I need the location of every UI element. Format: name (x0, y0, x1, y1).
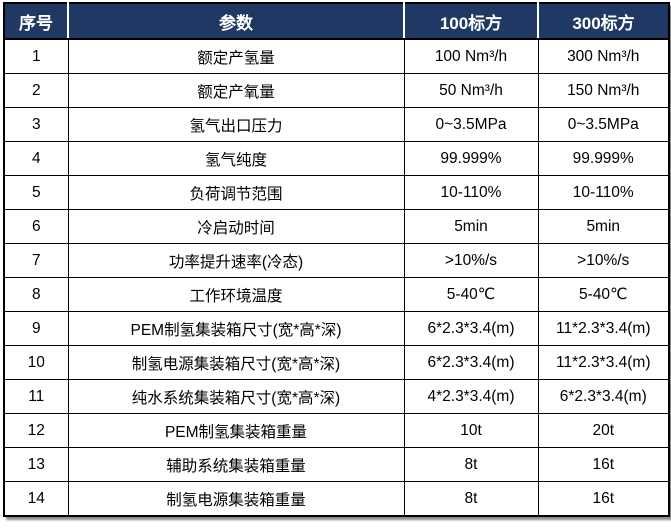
cell-value-300: 0~3.5MPa (537, 107, 670, 142)
table-row: 3 氢气出口压力 0~3.5MPa 0~3.5MPa (3, 107, 670, 142)
cell-value-300: 11*2.3*3.4(m) (537, 311, 670, 346)
cell-index: 2 (3, 73, 69, 108)
cell-value-300: 300 Nm³/h (537, 38, 670, 74)
column-header-index: 序号 (4, 3, 68, 40)
table-row: 8 工作环境温度 5-40℃ 5-40℃ (3, 277, 670, 312)
cell-index: 13 (3, 447, 69, 482)
cell-value-100: >10%/s (403, 243, 539, 278)
table-row: 4 氢气纯度 99.999% 99.999% (3, 141, 670, 176)
table-row: 12 PEM制氢集装箱重量 10t 20t (3, 413, 670, 448)
cell-param: PEM制氢集装箱重量 (67, 413, 405, 448)
cell-index: 5 (3, 175, 69, 210)
cell-value-300: 6*2.3*3.4(m) (537, 379, 670, 414)
cell-param: 功率提升速率(冷态) (67, 243, 405, 278)
spec-table: 序号 参数 100标方 300标方 1 额定产氢量 100 Nm³/h 300 Nm³… (3, 2, 670, 517)
column-header-100: 100标方 (403, 3, 538, 40)
cell-param: 工作环境温度 (67, 277, 405, 312)
table-row: 10 制氢电源集装箱尺寸(宽*高*深) 6*2.3*3.4(m) 11*2.3*3.4… (3, 345, 670, 380)
cell-param: 额定产氧量 (67, 73, 405, 108)
cell-index: 14 (3, 481, 69, 517)
cell-value-100: 4*2.3*3.4(m) (403, 379, 539, 414)
cell-param: 负荷调节范围 (67, 175, 405, 210)
cell-index: 6 (3, 209, 69, 244)
cell-value-300: 20t (537, 413, 670, 448)
cell-value-100: 0~3.5MPa (403, 107, 539, 142)
cell-index: 9 (3, 311, 69, 346)
cell-param: 氢气纯度 (67, 141, 405, 176)
cell-value-300: 16t (537, 481, 670, 517)
column-header-param: 参数 (67, 3, 404, 40)
cell-index: 10 (3, 345, 69, 380)
cell-value-300: 5min (537, 209, 670, 244)
table-row: 13 辅助系统集装箱重量 8t 16t (3, 447, 670, 482)
cell-param: 辅助系统集装箱重量 (67, 447, 405, 482)
table-row: 2 额定产氧量 50 Nm³/h 150 Nm³/h (3, 73, 670, 108)
cell-param: PEM制氢集装箱尺寸(宽*高*深) (67, 311, 405, 346)
cell-param: 冷启动时间 (67, 209, 405, 244)
cell-param: 制氢电源集装箱尺寸(宽*高*深) (67, 345, 405, 380)
cell-value-300: 5-40℃ (537, 277, 670, 312)
cell-value-300: 16t (537, 447, 670, 482)
table-row: 7 功率提升速率(冷态) >10%/s >10%/s (3, 243, 670, 278)
cell-value-100: 5-40℃ (403, 277, 539, 312)
table-row: 6 冷启动时间 5min 5min (3, 209, 670, 244)
cell-value-300: 10-110% (537, 175, 670, 210)
cell-param: 额定产氢量 (67, 38, 405, 74)
table-row: 11 纯水系统集装箱尺寸(宽*高*深) 4*2.3*3.4(m) 6*2.3*3.4(… (3, 379, 670, 414)
cell-index: 7 (3, 243, 69, 278)
cell-index: 12 (3, 413, 69, 448)
spec-table-container: 序号 参数 100标方 300标方 1 额定产氢量 100 Nm³/h 300 Nm³… (3, 2, 670, 517)
cell-value-300: 11*2.3*3.4(m) (537, 345, 670, 380)
cell-value-100: 99.999% (403, 141, 539, 176)
cell-value-100: 6*2.3*3.4(m) (403, 345, 539, 380)
column-header-300: 300标方 (537, 3, 669, 40)
cell-index: 3 (3, 107, 69, 142)
cell-value-100: 100 Nm³/h (403, 38, 539, 74)
cell-index: 1 (3, 38, 69, 74)
cell-value-100: 8t (403, 447, 539, 482)
cell-param: 制氢电源集装箱重量 (67, 481, 405, 517)
cell-index: 4 (3, 141, 69, 176)
table-row: 14 制氢电源集装箱重量 8t 16t (3, 481, 670, 517)
table-row: 1 额定产氢量 100 Nm³/h 300 Nm³/h (3, 38, 670, 74)
cell-param: 纯水系统集装箱尺寸(宽*高*深) (67, 379, 405, 414)
cell-value-100: 6*2.3*3.4(m) (403, 311, 539, 346)
cell-value-100: 10-110% (403, 175, 539, 210)
table-header: 序号 参数 100标方 300标方 (4, 3, 669, 40)
cell-value-100: 50 Nm³/h (403, 73, 539, 108)
table-row: 9 PEM制氢集装箱尺寸(宽*高*深) 6*2.3*3.4(m) 11*2.3*3.4… (3, 311, 670, 346)
table-row: 5 负荷调节范围 10-110% 10-110% (3, 175, 670, 210)
header-row: 序号 参数 100标方 300标方 (4, 3, 669, 40)
cell-value-300: 99.999% (537, 141, 670, 176)
cell-value-100: 5min (403, 209, 539, 244)
cell-value-300: >10%/s (537, 243, 670, 278)
cell-index: 8 (3, 277, 69, 312)
table-body: 1 额定产氢量 100 Nm³/h 300 Nm³/h 2 额定产氧量 50 Nm³/h 15… (3, 38, 670, 517)
cell-value-100: 10t (403, 413, 539, 448)
cell-value-100: 8t (403, 481, 539, 517)
cell-index: 11 (3, 379, 69, 414)
cell-value-300: 150 Nm³/h (537, 73, 670, 108)
cell-param: 氢气出口压力 (67, 107, 405, 142)
